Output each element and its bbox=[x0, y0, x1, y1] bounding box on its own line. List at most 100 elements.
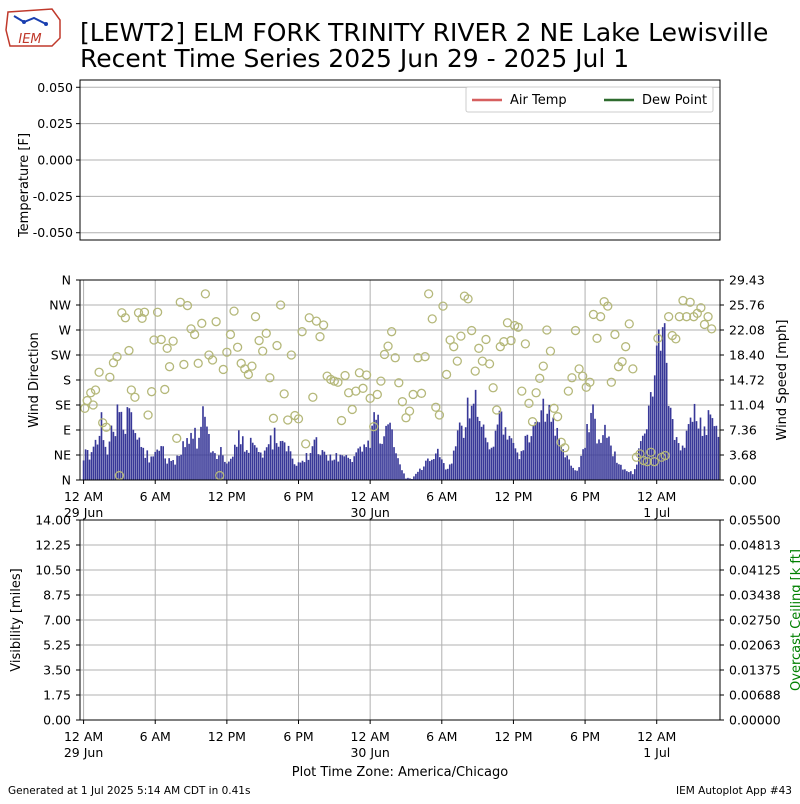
wind-speed-bar bbox=[622, 469, 624, 480]
wind-speed-bar bbox=[391, 429, 393, 480]
wind-direction-point bbox=[297, 327, 307, 337]
wind-speed-bar bbox=[494, 430, 497, 480]
wind-speed-bar bbox=[516, 452, 519, 480]
wind-speed-tick-label: 29.43 bbox=[729, 273, 765, 288]
wind-speed-bar bbox=[612, 456, 614, 480]
wind-speed-bar bbox=[184, 447, 186, 480]
wind-direction-point bbox=[311, 316, 322, 326]
wind-speed-bar bbox=[446, 468, 449, 480]
wind-speed-bar bbox=[283, 442, 286, 480]
wind-speed-bar bbox=[367, 440, 369, 480]
wind-speed-bar bbox=[671, 419, 674, 480]
wind-speed-bar bbox=[186, 438, 188, 480]
wind-direction-point bbox=[247, 361, 257, 371]
wind-speed-bar bbox=[381, 443, 383, 480]
wind-speed-bar bbox=[470, 405, 473, 480]
wind-plot-frame bbox=[79, 279, 721, 481]
wind-speed-bar bbox=[536, 421, 539, 480]
wind-speed-bar bbox=[395, 453, 397, 480]
wind-speed-bar bbox=[331, 460, 334, 480]
visibility-x-date-label: 1 Jul bbox=[643, 745, 670, 760]
wind-speed-bar bbox=[429, 461, 431, 480]
wind-speed-bar bbox=[472, 403, 475, 480]
wind-speed-bar bbox=[361, 451, 364, 480]
wind-speed-bar bbox=[154, 451, 157, 480]
wind-direction-tick-label: N bbox=[62, 273, 71, 288]
wind-direction-point bbox=[484, 359, 495, 369]
wind-speed-bar bbox=[474, 389, 477, 480]
temperature-axis-label: Temperature [F] bbox=[17, 133, 32, 238]
visibility-tick-label: 8.75 bbox=[43, 588, 71, 603]
x-axis-label: Plot Time Zone: America/Chicago bbox=[292, 765, 508, 780]
wind-direction-point bbox=[563, 386, 574, 396]
wind-direction-point bbox=[545, 346, 556, 356]
footer-generated: Generated at 1 Jul 2025 5:14 AM CDT in 0… bbox=[8, 785, 250, 797]
wind-speed-bar bbox=[438, 457, 441, 480]
wind-speed-bar bbox=[377, 414, 379, 480]
wind-speed-bar bbox=[425, 460, 427, 480]
wind-speed-bar bbox=[442, 463, 445, 480]
wind-speed-bar bbox=[379, 443, 381, 480]
wind-direction-point bbox=[574, 364, 584, 374]
wind-speed-bar bbox=[126, 407, 129, 480]
wind-speed-bar bbox=[206, 426, 208, 480]
wind-speed-bar bbox=[343, 456, 346, 480]
wind-speed-bar bbox=[176, 455, 178, 480]
wind-speed-bar bbox=[319, 455, 322, 480]
wind-speed-bar bbox=[504, 427, 507, 480]
wind-direction-point bbox=[200, 289, 211, 299]
wind-direction-point bbox=[542, 325, 552, 335]
wind-speed-bar bbox=[357, 448, 360, 480]
wind-direction-point bbox=[139, 307, 150, 317]
wind-speed-bar bbox=[239, 444, 242, 480]
wind-speed-bar bbox=[222, 455, 224, 480]
wind-speed-bar bbox=[353, 456, 356, 480]
wind-speed-bar bbox=[524, 435, 527, 480]
wind-direction-point bbox=[438, 301, 448, 311]
wind-direction-point bbox=[578, 371, 588, 381]
wind-direction-point bbox=[164, 362, 175, 372]
wind-speed-bar bbox=[542, 398, 545, 480]
wind-speed-bar bbox=[594, 418, 596, 480]
wind-direction-point bbox=[286, 350, 296, 360]
wind-speed-bar bbox=[279, 441, 282, 480]
wind-direction-point bbox=[254, 335, 264, 346]
wind-speed-tick-label: 22.08 bbox=[729, 323, 765, 338]
wind-speed-bar bbox=[568, 459, 570, 480]
wind-speed-bar bbox=[329, 454, 332, 480]
wind-speed-bar bbox=[423, 466, 425, 480]
wind-speed-bar bbox=[659, 350, 662, 480]
wind-direction-point bbox=[603, 301, 613, 311]
dew-point-legend-label: Dew Point bbox=[642, 93, 707, 108]
wind-speed-bar bbox=[164, 458, 166, 480]
ceiling-tick-label: 0.04125 bbox=[729, 563, 781, 578]
wind-direction-point bbox=[628, 364, 638, 374]
wind-speed-bar bbox=[383, 436, 385, 480]
temperature-panel: 0.050 0.025 0.000 -0.025 -0.050 bbox=[33, 79, 721, 241]
wind-speed-bar bbox=[120, 411, 123, 480]
wind-speed-bar bbox=[96, 444, 99, 480]
wind-speed-bar bbox=[170, 460, 172, 480]
wind-speed-bar bbox=[150, 456, 153, 480]
wind-speed-bar bbox=[259, 452, 262, 480]
wind-speed-bar bbox=[421, 470, 423, 480]
wind-speed-bar bbox=[389, 422, 391, 480]
wind-direction-point bbox=[126, 385, 136, 395]
visibility-x-tick-label: 6 AM bbox=[426, 729, 457, 744]
wind-direction-point bbox=[94, 367, 104, 377]
wind-speed-bar bbox=[570, 465, 572, 480]
wind-speed-bar bbox=[512, 442, 515, 480]
temperature-legend: Air Temp Dew Point bbox=[465, 86, 714, 113]
wind-speed-bar bbox=[480, 426, 483, 480]
wind-speed-bar bbox=[675, 437, 678, 480]
wind-speed-bar bbox=[220, 447, 222, 480]
wind-direction-point bbox=[452, 356, 462, 366]
wind-speed-bar bbox=[245, 450, 248, 480]
wind-speed-bar bbox=[663, 323, 666, 480]
wind-direction-point bbox=[293, 414, 304, 424]
wind-speed-bar bbox=[653, 375, 656, 480]
wind-speed-bar bbox=[142, 447, 145, 480]
wind-speed-bar bbox=[232, 456, 234, 480]
visibility-tick-label: 7.00 bbox=[43, 613, 71, 628]
wind-direction-point bbox=[706, 324, 717, 334]
